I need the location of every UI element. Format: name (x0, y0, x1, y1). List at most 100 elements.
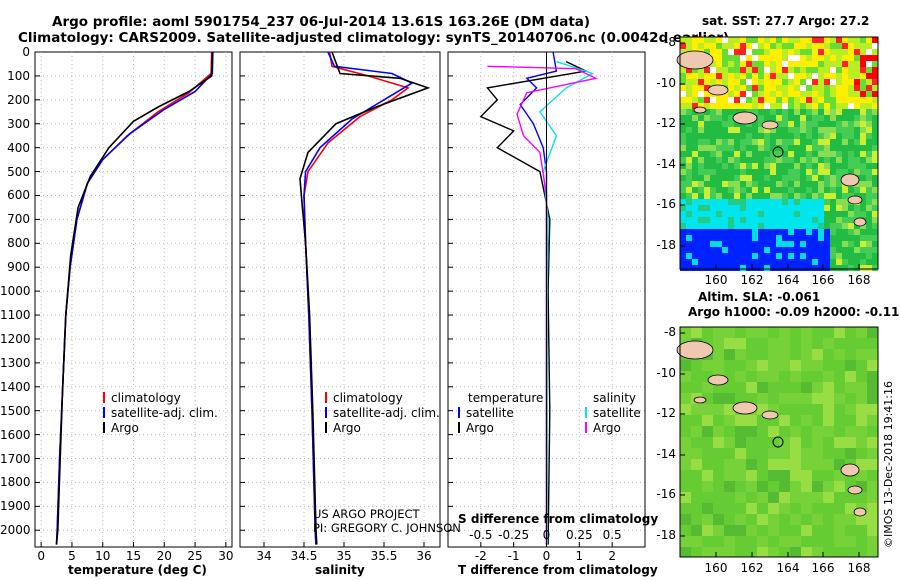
legend-cyan-swatch (585, 407, 587, 418)
sla-cell (757, 338, 768, 349)
sst-cell (770, 217, 776, 223)
legend-item-satellite: satellite-adj. clim. (325, 406, 440, 421)
island (853, 507, 867, 517)
sla-cell (691, 448, 702, 459)
sst-cell (764, 265, 770, 271)
sst-cell (812, 265, 818, 271)
sst-cell (836, 253, 842, 259)
sla-cell (702, 426, 713, 437)
sst-cell (692, 127, 698, 133)
sst-cell (734, 169, 740, 175)
y-tick-label: 1300 (0, 355, 31, 370)
sla-cell (724, 492, 735, 503)
sst-cell (746, 217, 752, 223)
sla-cell (845, 503, 856, 514)
sst-cell (872, 43, 878, 49)
sst-cell (770, 115, 776, 121)
sst-cell (698, 43, 704, 49)
sst-cell (848, 241, 854, 247)
sst-cell (692, 235, 698, 241)
sst-cell (758, 49, 764, 55)
sst-cell (872, 193, 878, 199)
sst-cell (686, 241, 692, 247)
sst-cell (680, 103, 686, 109)
sst-cell (872, 181, 878, 187)
sla-cell (713, 338, 724, 349)
sst-cell (698, 211, 704, 217)
sst-cell (776, 157, 782, 163)
sst-cell (794, 151, 800, 157)
sst-cell (794, 79, 800, 85)
sst-cell (704, 127, 710, 133)
sla-cell (801, 349, 812, 360)
temperature-legend: climatology satellite-adj. clim. Argo (103, 391, 218, 436)
sla-cell (779, 503, 790, 514)
sst-cell (776, 199, 782, 205)
sst-cell (854, 115, 860, 121)
sst-cell (836, 133, 842, 139)
sst-cell (794, 139, 800, 145)
sst-cell (734, 229, 740, 235)
sst-cell (794, 109, 800, 115)
sst-cell (698, 133, 704, 139)
sla-cell (823, 492, 834, 503)
sla-cell (812, 371, 823, 382)
sst-cell (866, 187, 872, 193)
sst-cell (860, 193, 866, 199)
sst-cell (830, 187, 836, 193)
sla-cell (790, 525, 801, 536)
sst-cell (866, 49, 872, 55)
sst-cell (818, 253, 824, 259)
sst-cell (854, 85, 860, 91)
sst-cell (788, 115, 794, 121)
panel-frame (239, 51, 441, 548)
sst-cell (866, 61, 872, 67)
sla-cell (790, 459, 801, 470)
sst-cell (776, 175, 782, 181)
sla-cell (790, 481, 801, 492)
sst-cell (854, 79, 860, 85)
sst-cell (818, 67, 824, 73)
sla-cell (746, 536, 757, 547)
sst-cell (800, 229, 806, 235)
sst-cell (752, 73, 758, 79)
sst-cell (818, 187, 824, 193)
sst-cell (686, 229, 692, 235)
sla-cell (823, 360, 834, 371)
sst-cell (758, 175, 764, 181)
sst-cell (692, 67, 698, 73)
sst-cell (860, 97, 866, 103)
sst-cell (692, 211, 698, 217)
sst-cell (770, 187, 776, 193)
sst-cell (836, 187, 842, 193)
sst-cell (872, 103, 878, 109)
sst-cell (770, 253, 776, 259)
sst-cell (812, 259, 818, 265)
sst-cell (746, 79, 752, 85)
sst-cell (866, 37, 872, 43)
sla-cell (724, 426, 735, 437)
sst-cell (830, 145, 836, 151)
sst-cell (758, 67, 764, 73)
sst-cell (866, 211, 872, 217)
sst-cell (728, 169, 734, 175)
sla-cell (812, 470, 823, 481)
sst-cell (758, 79, 764, 85)
sst-cell (818, 241, 824, 247)
sla-cell (834, 437, 845, 448)
sst-cell (836, 109, 842, 115)
legend-label: Argo (111, 421, 139, 435)
sst-cell (800, 211, 806, 217)
sla-cell (812, 437, 823, 448)
sst-cell (728, 211, 734, 217)
sst-cell (716, 223, 722, 229)
sst-cell (728, 55, 734, 61)
sst-cell (818, 61, 824, 67)
sst-cell (872, 211, 878, 217)
sst-cell (764, 79, 770, 85)
sst-cell (686, 97, 692, 103)
sst-cell (848, 127, 854, 133)
sla-cell (856, 327, 867, 338)
sla-cell (779, 547, 790, 557)
sst-cell (872, 247, 878, 253)
